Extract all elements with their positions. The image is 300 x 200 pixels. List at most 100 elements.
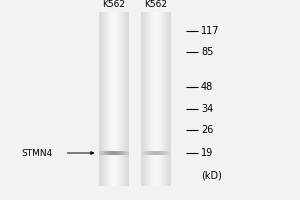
Bar	[155, 12, 156, 186]
Bar	[168, 12, 169, 186]
Bar	[123, 151, 124, 155]
Bar	[144, 151, 145, 155]
Bar	[118, 12, 119, 186]
Bar	[108, 151, 109, 155]
Bar	[145, 151, 146, 155]
Bar	[158, 12, 159, 186]
Bar	[106, 151, 107, 155]
Bar	[119, 151, 120, 155]
Bar	[163, 12, 164, 186]
Bar	[150, 12, 151, 186]
Bar	[159, 151, 160, 155]
Bar	[104, 151, 105, 155]
Bar	[170, 12, 171, 186]
Bar	[114, 151, 115, 155]
Bar	[108, 12, 109, 186]
Bar	[167, 12, 168, 186]
Bar	[124, 151, 125, 155]
Text: 85: 85	[201, 47, 213, 57]
Bar	[162, 151, 163, 155]
Bar	[165, 12, 166, 186]
Bar	[102, 151, 103, 155]
Text: K562: K562	[103, 0, 125, 9]
Bar	[120, 12, 121, 186]
Bar	[113, 151, 114, 155]
Bar	[110, 151, 111, 155]
Bar	[156, 12, 157, 186]
Bar	[99, 12, 100, 186]
Bar	[111, 151, 112, 155]
Bar	[154, 151, 155, 155]
Bar	[126, 151, 127, 155]
Bar	[147, 12, 148, 186]
Bar	[146, 151, 147, 155]
Bar	[101, 151, 102, 155]
Bar	[167, 151, 168, 155]
Bar	[111, 12, 112, 186]
Bar	[120, 151, 121, 155]
Bar	[106, 12, 107, 186]
Bar	[151, 151, 152, 155]
Bar	[115, 151, 116, 155]
Bar	[121, 12, 122, 186]
Bar	[119, 12, 120, 186]
Text: 117: 117	[201, 26, 220, 36]
Bar	[121, 151, 122, 155]
Bar	[144, 12, 145, 186]
Bar	[151, 12, 152, 186]
Bar	[104, 12, 105, 186]
Bar	[127, 12, 128, 186]
Bar	[161, 12, 162, 186]
Bar	[105, 12, 106, 186]
Bar	[141, 151, 142, 155]
Bar	[126, 12, 127, 186]
Bar	[156, 151, 157, 155]
Bar	[157, 151, 158, 155]
Bar	[147, 151, 148, 155]
Text: 34: 34	[201, 104, 213, 114]
Bar	[112, 12, 113, 186]
Bar	[149, 151, 150, 155]
Bar	[168, 151, 169, 155]
Bar	[166, 12, 167, 186]
Bar	[154, 12, 155, 186]
Bar	[143, 12, 144, 186]
Bar	[125, 151, 126, 155]
Bar	[110, 12, 111, 186]
Bar	[161, 151, 162, 155]
Bar	[141, 12, 142, 186]
Bar	[146, 12, 147, 186]
Bar	[117, 12, 118, 186]
Bar	[155, 151, 156, 155]
Bar	[123, 12, 124, 186]
Bar	[159, 12, 160, 186]
Bar	[128, 12, 129, 186]
Bar	[114, 12, 115, 186]
Bar	[160, 151, 161, 155]
Bar	[158, 151, 159, 155]
Bar	[170, 151, 171, 155]
Bar	[148, 151, 149, 155]
Text: 19: 19	[201, 148, 213, 158]
Bar	[99, 151, 100, 155]
Bar	[107, 12, 108, 186]
Bar	[145, 12, 146, 186]
Bar	[142, 12, 143, 186]
Bar	[165, 151, 166, 155]
Bar	[107, 151, 108, 155]
Bar	[103, 12, 104, 186]
Bar	[153, 151, 154, 155]
Bar	[122, 151, 123, 155]
Bar	[109, 12, 110, 186]
Bar	[116, 12, 117, 186]
Bar	[117, 151, 118, 155]
Bar	[124, 12, 125, 186]
Bar	[116, 151, 117, 155]
Bar	[143, 151, 144, 155]
Bar	[127, 151, 128, 155]
Text: K562: K562	[145, 0, 167, 9]
Bar	[113, 12, 114, 186]
Bar	[169, 151, 170, 155]
Bar	[109, 151, 110, 155]
Bar	[149, 12, 150, 186]
